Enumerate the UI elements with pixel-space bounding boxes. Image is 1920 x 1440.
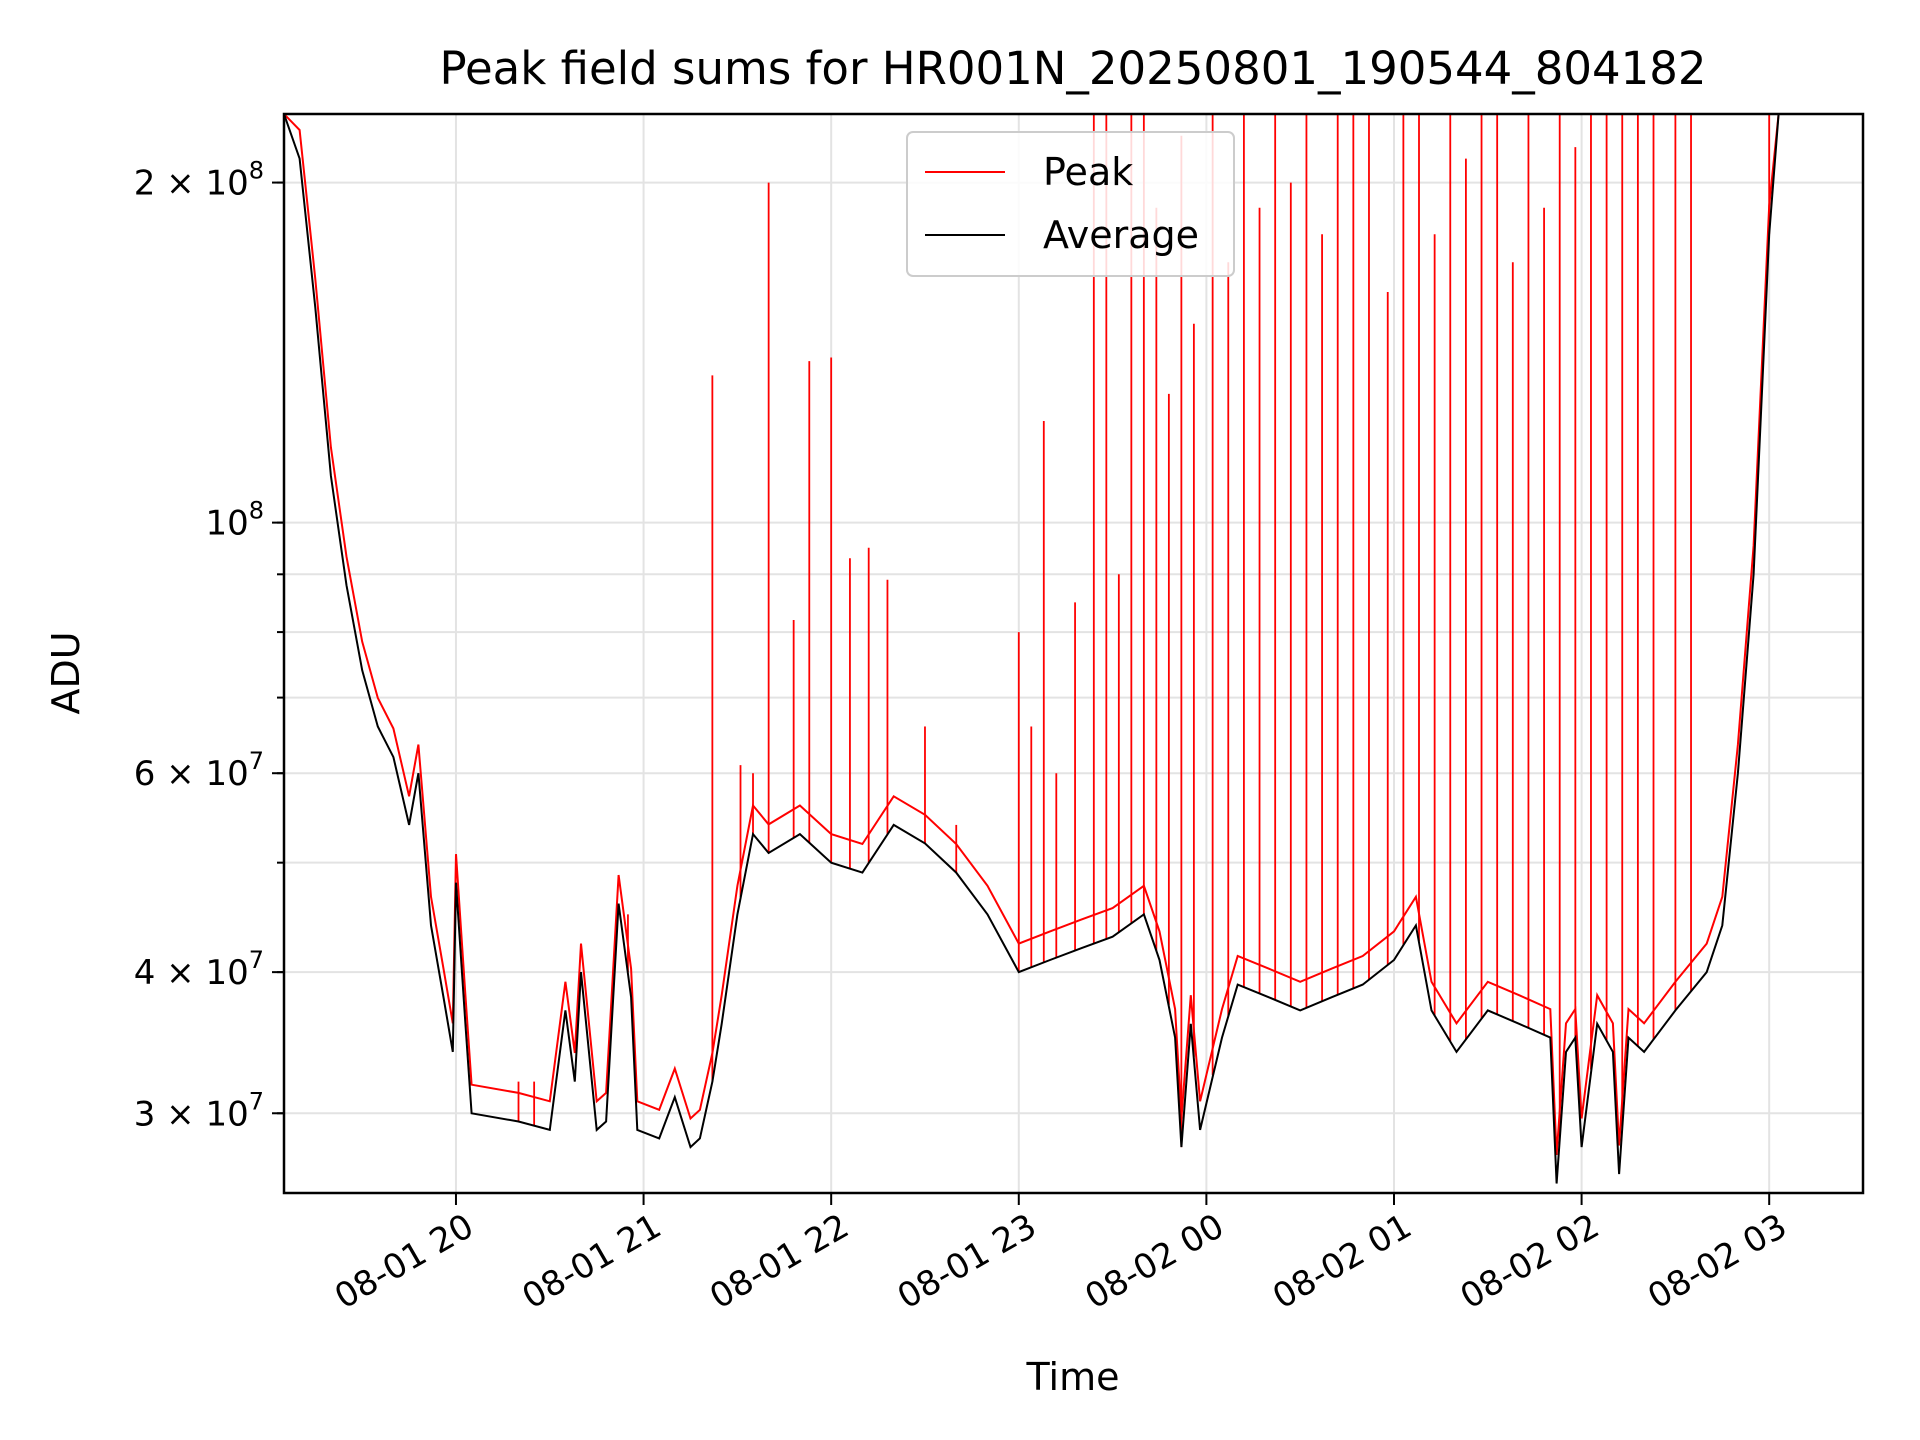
average-series-line (284, 114, 1780, 1184)
y-tick-label: 2 × 108 (134, 157, 264, 204)
legend-label-average: Average (1043, 213, 1199, 257)
y-tick-label: 3 × 107 (134, 1087, 264, 1134)
chart-title: Peak field sums for HR001N_20250801_1905… (439, 42, 1706, 95)
plot-frame (282, 112, 1865, 1195)
legend-label-peak: Peak (1043, 150, 1133, 194)
y-axis-label: ADU (44, 631, 88, 714)
x-axis-label: Time (1026, 1355, 1120, 1399)
y-tick-label: 4 × 107 (134, 946, 264, 993)
legend-box (906, 131, 1235, 277)
grid (284, 114, 1863, 1193)
y-tick-label: 6 × 107 (134, 747, 264, 794)
legend: Peak Average (906, 131, 1235, 277)
